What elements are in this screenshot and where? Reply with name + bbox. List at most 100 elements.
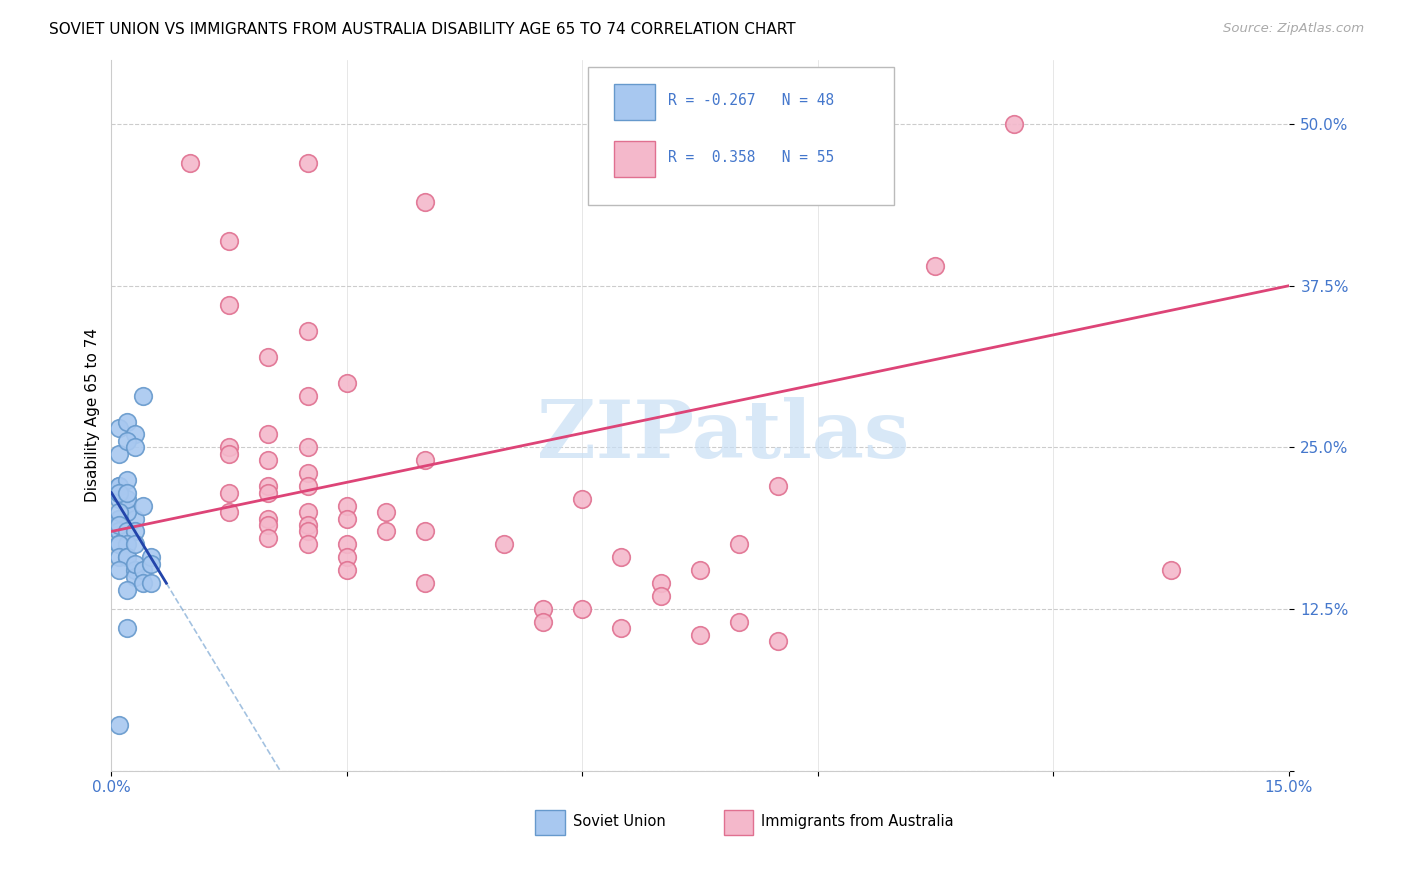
Point <box>650 589 672 603</box>
Bar <box>536 810 565 835</box>
Point <box>297 479 319 493</box>
Point <box>336 511 359 525</box>
Point <box>124 557 146 571</box>
Point <box>375 524 398 539</box>
Point <box>115 492 138 507</box>
Point <box>218 441 240 455</box>
Point <box>336 537 359 551</box>
Point <box>108 511 131 525</box>
Point <box>297 518 319 533</box>
Point <box>124 537 146 551</box>
Point <box>108 479 131 493</box>
Point <box>689 563 711 577</box>
Point <box>108 537 131 551</box>
Point <box>728 615 751 629</box>
Point <box>124 524 146 539</box>
Point <box>132 563 155 577</box>
Point <box>924 260 946 274</box>
Text: Immigrants from Australia: Immigrants from Australia <box>761 814 953 830</box>
Point <box>115 505 138 519</box>
Point <box>413 453 436 467</box>
Point <box>257 479 280 493</box>
Point <box>132 499 155 513</box>
Point <box>297 505 319 519</box>
Point <box>336 376 359 390</box>
Point <box>115 550 138 565</box>
Point <box>413 524 436 539</box>
Text: SOVIET UNION VS IMMIGRANTS FROM AUSTRALIA DISABILITY AGE 65 TO 74 CORRELATION CH: SOVIET UNION VS IMMIGRANTS FROM AUSTRALI… <box>49 22 796 37</box>
Point <box>610 550 633 565</box>
Point <box>108 563 131 577</box>
Point <box>108 518 131 533</box>
Point <box>218 505 240 519</box>
Point <box>115 415 138 429</box>
Point <box>115 524 138 539</box>
Point <box>108 492 131 507</box>
Point <box>139 576 162 591</box>
Point <box>115 582 138 597</box>
Point <box>132 389 155 403</box>
Point <box>297 537 319 551</box>
Point <box>218 485 240 500</box>
Point <box>115 621 138 635</box>
Point <box>108 537 131 551</box>
Point <box>124 563 146 577</box>
Point <box>124 427 146 442</box>
Point <box>124 570 146 584</box>
Point <box>571 602 593 616</box>
Point <box>115 473 138 487</box>
Point <box>257 350 280 364</box>
Text: Soviet Union: Soviet Union <box>572 814 665 830</box>
Point <box>297 467 319 481</box>
Point <box>108 421 131 435</box>
Point <box>108 479 131 493</box>
Point <box>218 298 240 312</box>
Point <box>115 485 138 500</box>
Y-axis label: Disability Age 65 to 74: Disability Age 65 to 74 <box>86 328 100 502</box>
Point <box>257 485 280 500</box>
Point <box>297 441 319 455</box>
Point <box>257 427 280 442</box>
Point <box>257 518 280 533</box>
Point <box>413 194 436 209</box>
Point <box>257 531 280 545</box>
Point <box>1002 117 1025 131</box>
Text: Source: ZipAtlas.com: Source: ZipAtlas.com <box>1223 22 1364 36</box>
Point <box>108 524 131 539</box>
Point <box>108 511 131 525</box>
Point <box>336 499 359 513</box>
Point <box>108 537 131 551</box>
Point <box>115 537 138 551</box>
Point <box>139 550 162 565</box>
Point <box>115 550 138 565</box>
Bar <box>724 810 754 835</box>
Point <box>108 518 131 533</box>
Point <box>336 550 359 565</box>
Point <box>179 156 201 170</box>
Point <box>297 156 319 170</box>
Point <box>413 576 436 591</box>
Point <box>375 505 398 519</box>
Point <box>108 485 131 500</box>
Bar <box>614 85 655 120</box>
Point <box>108 485 131 500</box>
Point <box>218 447 240 461</box>
Point <box>108 718 131 732</box>
Point <box>132 576 155 591</box>
Point <box>728 537 751 551</box>
Point <box>257 453 280 467</box>
Point <box>108 505 131 519</box>
Point <box>610 621 633 635</box>
Point <box>139 557 162 571</box>
Point <box>124 441 146 455</box>
Point <box>297 324 319 338</box>
FancyBboxPatch shape <box>588 67 894 205</box>
Text: R =  0.358   N = 55: R = 0.358 N = 55 <box>668 150 834 165</box>
Point <box>768 479 790 493</box>
Point <box>531 602 554 616</box>
Text: R = -0.267   N = 48: R = -0.267 N = 48 <box>668 94 834 108</box>
Point <box>531 615 554 629</box>
Point <box>689 628 711 642</box>
Point <box>571 492 593 507</box>
Point <box>336 563 359 577</box>
